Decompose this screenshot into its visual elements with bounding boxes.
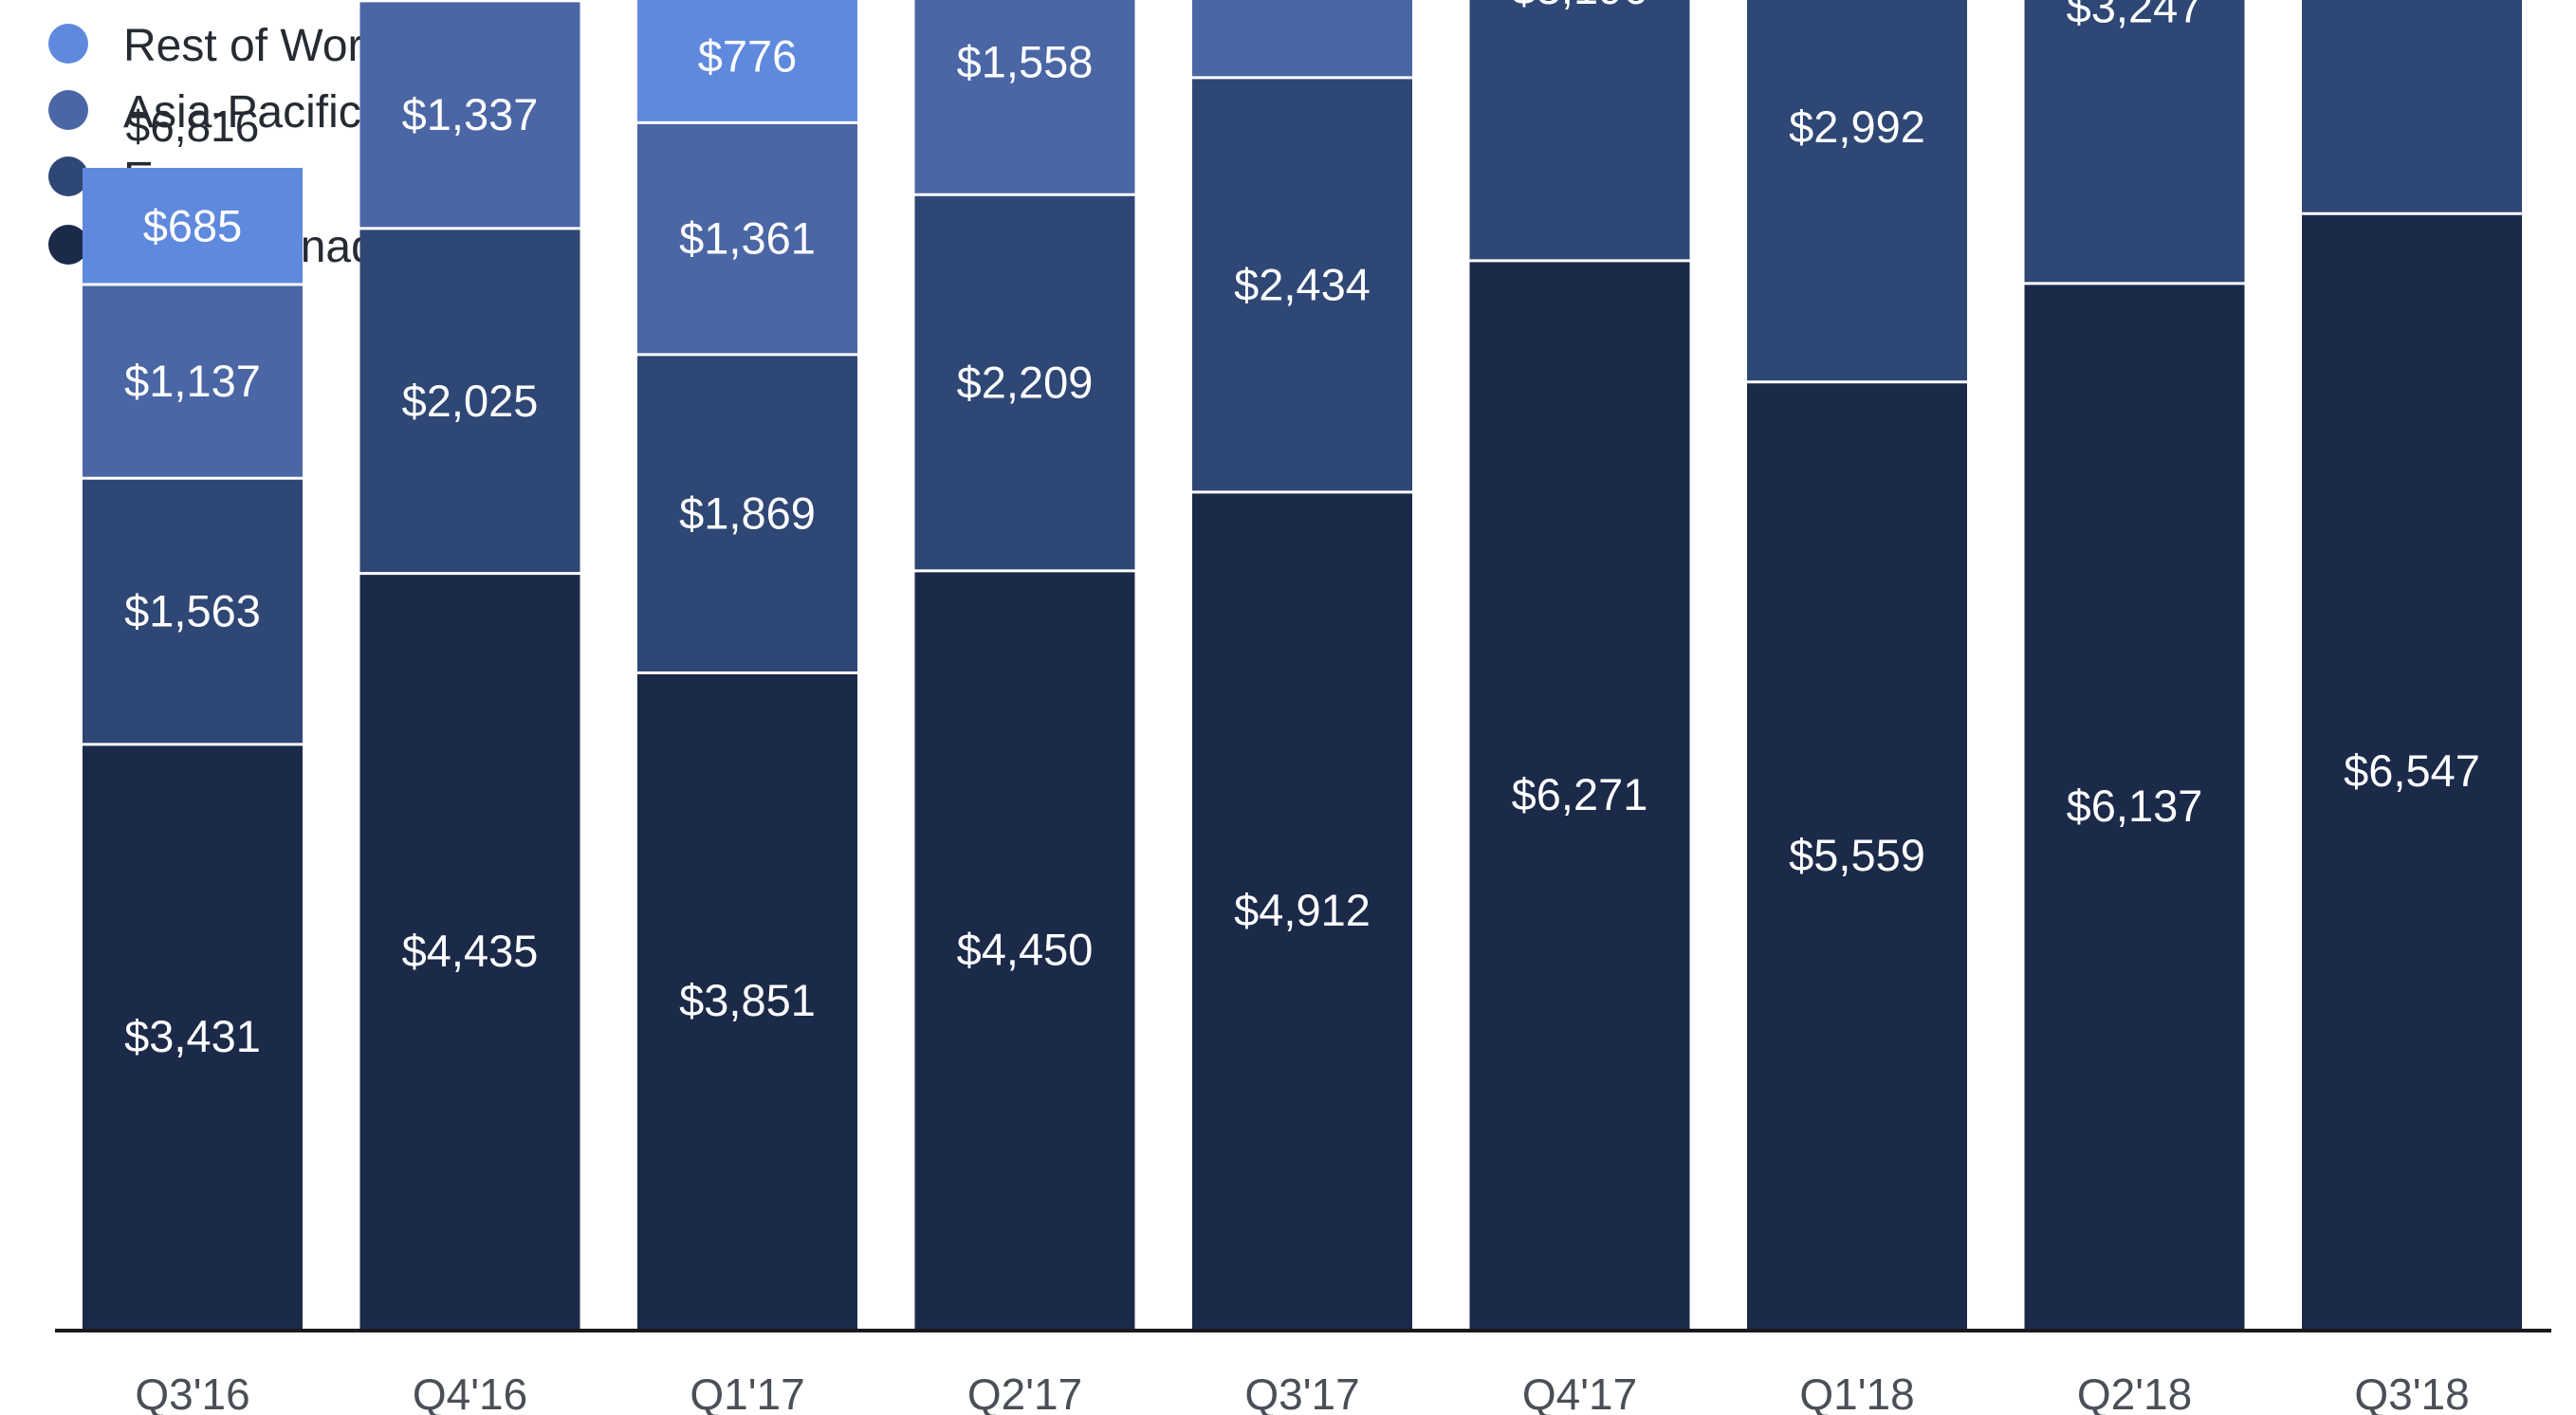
data-label: $6,137 bbox=[2067, 781, 2203, 831]
data-label: $1,869 bbox=[679, 488, 816, 539]
bar-group-q1-18: $5,559$2,992$2,080$1,164 bbox=[1747, 0, 1967, 1329]
x-tick-label: Q1'18 bbox=[1799, 1369, 1914, 1415]
bar-segment-europe bbox=[1192, 77, 1412, 492]
legend-swatch bbox=[48, 24, 88, 64]
bar-group-q3-18: $6,547$3,266$2,406$1,320 bbox=[2302, 0, 2522, 1329]
bar-group-q1-17: $3,851 $1,869 $1,361 $776 bbox=[637, 0, 857, 1329]
bar-segment-asia-pacific bbox=[359, 0, 580, 229]
data-label: $1,337 bbox=[402, 89, 539, 139]
bar-segment-us-canada bbox=[2302, 213, 2522, 1329]
bar-group-q3-16: $3,431 $1,563 $1,137 $685 bbox=[83, 168, 303, 1329]
bar-segment-us-canada bbox=[2024, 283, 2245, 1329]
x-tick-label: Q3'18 bbox=[2354, 1369, 2469, 1415]
bar-segment-europe bbox=[2302, 0, 2522, 214]
data-label: $776 bbox=[698, 31, 798, 82]
total-label: $6,816 bbox=[126, 101, 260, 151]
bar-segment-europe bbox=[2024, 0, 2245, 284]
bar-segment-us-canada bbox=[1469, 260, 1690, 1329]
bar-segment-europe bbox=[914, 194, 1135, 571]
data-label: $1,137 bbox=[124, 356, 261, 406]
bar-segment-rest-of-world bbox=[83, 168, 303, 285]
bars: $3,431 $1,563 $1,137 $685 $4,435 $2,025 $1,337… bbox=[83, 0, 2522, 1329]
data-label: $3,196 bbox=[1512, 0, 1648, 13]
legend-swatch bbox=[48, 225, 88, 265]
data-label: $2,209 bbox=[957, 358, 1094, 408]
bar-segment-us-canada bbox=[914, 570, 1135, 1329]
data-label: $3,431 bbox=[124, 1011, 261, 1061]
legend-label: Rest of World bbox=[123, 21, 398, 71]
bar-group-q2-18: $6,137$3,247$2,297$1,357 bbox=[2024, 0, 2245, 1329]
legend-item-rest-of-world: Rest of World bbox=[48, 21, 398, 71]
x-tick-label: Q1'17 bbox=[690, 1369, 804, 1415]
x-tick-label: Q4'17 bbox=[1522, 1369, 1637, 1415]
bar-segment-rest-of-world bbox=[637, 0, 857, 123]
data-label: $1,558 bbox=[957, 36, 1094, 86]
legend-item-asia-pacific: Asia-Pacific bbox=[48, 87, 361, 138]
bar-group-q4-16: $4,435$2,025$1,337$832 bbox=[359, 0, 580, 1329]
x-tick-label: Q2'17 bbox=[967, 1369, 1082, 1415]
data-label: $3,247 bbox=[2067, 0, 2203, 31]
bar-segment-asia-pacific bbox=[83, 285, 303, 479]
bar-group-q2-17: $4,450$2,209$1,558$947 bbox=[914, 0, 1135, 1329]
data-label: $4,912 bbox=[1234, 885, 1371, 935]
data-label: $1,563 bbox=[124, 586, 261, 636]
bar-segment-europe bbox=[1747, 0, 1967, 382]
data-label: $3,851 bbox=[679, 975, 816, 1025]
bar-group-q3-17: $4,912$2,434$1,749$1,047 bbox=[1192, 0, 1412, 1329]
data-label: $4,435 bbox=[402, 926, 539, 976]
data-label: $2,434 bbox=[1234, 259, 1371, 309]
bar-segment-europe bbox=[83, 478, 303, 744]
x-tick-label: Q4'16 bbox=[413, 1369, 527, 1415]
data-label: $4,450 bbox=[957, 924, 1094, 974]
bar-segment-us-canada bbox=[1747, 381, 1967, 1329]
total-labels: $6,816$8,629$7,857$9,164$10,142$12,779$1… bbox=[126, 101, 260, 151]
x-tick-label: Q2'18 bbox=[2077, 1369, 2192, 1415]
legend-swatch bbox=[48, 90, 88, 130]
data-label: $685 bbox=[143, 201, 243, 251]
legend-label: Asia-Pacific bbox=[123, 87, 361, 138]
x-tick-label: Q3'17 bbox=[1244, 1369, 1359, 1415]
bar-segment-us-canada bbox=[1192, 491, 1412, 1329]
x-tick-labels: Q3'16 Q4'16 Q1'17 Q2'17 Q3'17 Q4'17 Q1'18 Q2'18… bbox=[135, 1369, 2469, 1415]
data-label: $5,559 bbox=[1789, 830, 1925, 880]
bar-group-q4-17: $6,271$3,196$2,048$1,264 bbox=[1469, 0, 1690, 1329]
legend-swatch bbox=[48, 156, 88, 196]
data-label: $6,271 bbox=[1512, 769, 1648, 819]
data-label: $1,361 bbox=[679, 213, 816, 264]
bar-segment-us-canada bbox=[359, 573, 580, 1329]
bar-segment-asia-pacific bbox=[914, 0, 1135, 195]
bar-segment-europe bbox=[1469, 0, 1690, 261]
bar-segment-asia-pacific bbox=[1192, 0, 1412, 78]
bar-segment-europe bbox=[359, 228, 580, 574]
data-label: $6,547 bbox=[2344, 745, 2480, 796]
bar-segment-us-canada bbox=[637, 672, 857, 1329]
bar-segment-europe bbox=[637, 354, 857, 673]
data-label: $2,025 bbox=[402, 376, 539, 426]
data-label: $2,992 bbox=[1789, 101, 1925, 152]
bar-segment-asia-pacific bbox=[637, 122, 857, 355]
bar-segment-us-canada bbox=[83, 744, 303, 1329]
x-tick-label: Q3'16 bbox=[135, 1369, 249, 1415]
